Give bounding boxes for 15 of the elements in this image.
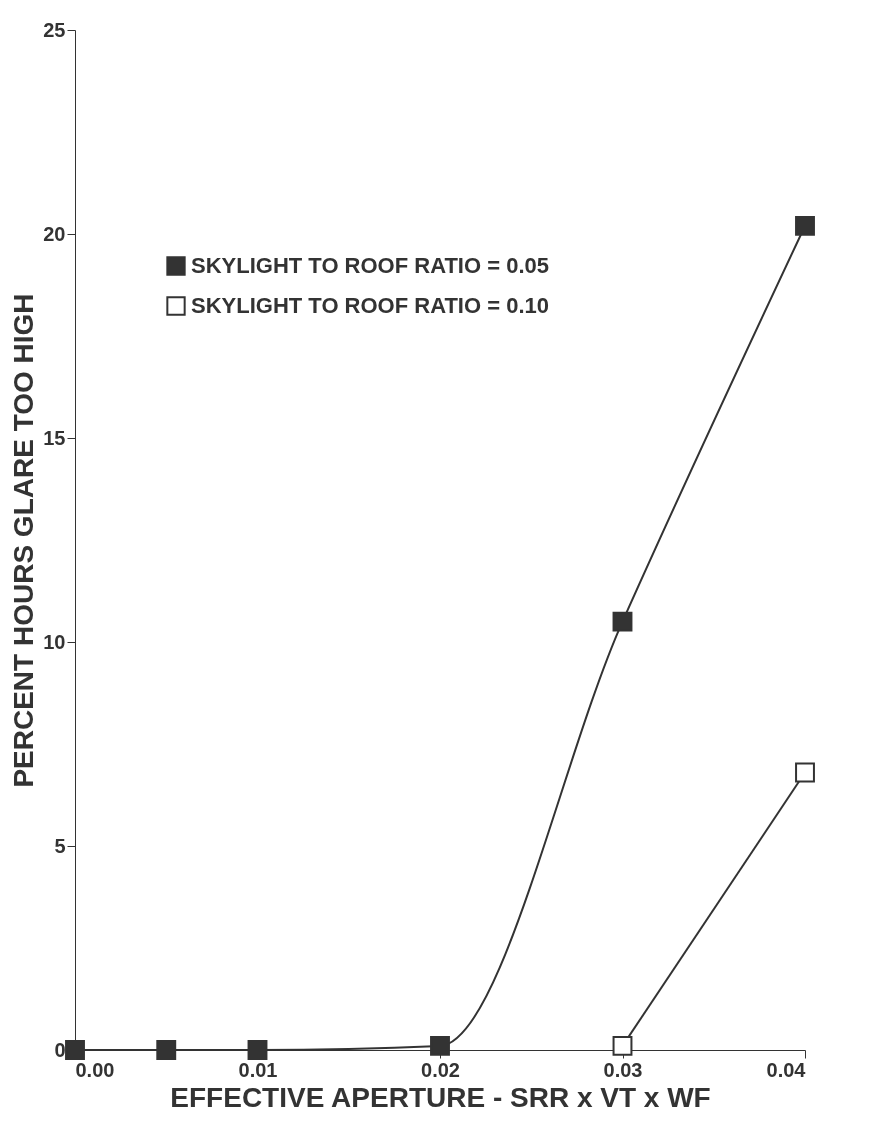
- y-tick-label: 20: [43, 222, 66, 245]
- y-axis-title: PERCENT HOURS GLARE TOO HIGH: [8, 293, 40, 788]
- x-tick-label: 0.04: [766, 1058, 807, 1081]
- y-tick-label: 10: [43, 630, 66, 653]
- x-tick-label: 0.02: [421, 1058, 460, 1081]
- x-tick-label: 0.00: [75, 1058, 115, 1081]
- legend-label: SKYLIGHT TO ROOF RATIO = 0.05: [191, 253, 549, 278]
- x-axis-title: EFFECTIVE APERTURE - SRR x VT x WF: [170, 1081, 711, 1113]
- y-tick-label: 25: [43, 18, 66, 41]
- x-tick-label: 0.03: [603, 1058, 643, 1081]
- y-tick-label: 5: [54, 834, 66, 857]
- y-tick-label: 15: [43, 426, 66, 449]
- y-tick-label: 0: [54, 1038, 66, 1061]
- x-tick-label: 0.01: [238, 1058, 278, 1081]
- legend-label: SKYLIGHT TO ROOF RATIO = 0.10: [191, 293, 549, 318]
